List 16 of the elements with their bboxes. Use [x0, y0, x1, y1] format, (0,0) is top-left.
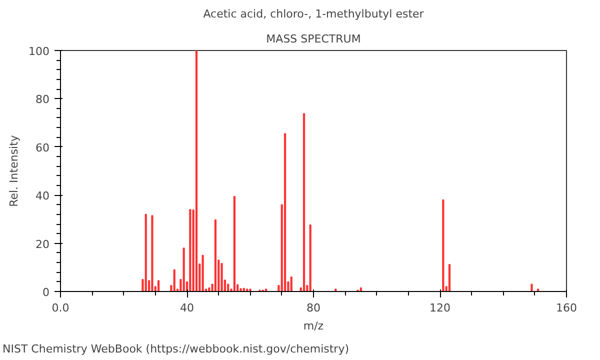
y-tick-label: 0	[42, 286, 50, 299]
x-tick-label: 80	[306, 302, 320, 314]
text: NIST Chemistry WebBook (https://webbook.nist.gov/chemistry)	[2, 342, 349, 356]
y-tick-label: 40	[36, 190, 50, 203]
x-tick-label: 0.0	[52, 302, 70, 314]
chart-subtitle: MASS SPECTRUM	[266, 32, 361, 46]
y-axis-title: Rel. Intensity	[8, 134, 21, 207]
y-tick-label: 60	[36, 141, 50, 154]
x-tick-label: 160	[556, 302, 577, 314]
y-tick-label: 20	[36, 238, 50, 251]
x-tick-label: 120	[430, 302, 450, 314]
x-tick-label: 40	[180, 302, 194, 314]
x-axis-title: m/z	[303, 320, 324, 332]
chart-title: Acetic acid, chloro-, 1-methylbutyl ester	[203, 8, 424, 20]
y-tick-label: 100	[28, 45, 50, 58]
y-tick-label: 80	[36, 93, 50, 106]
